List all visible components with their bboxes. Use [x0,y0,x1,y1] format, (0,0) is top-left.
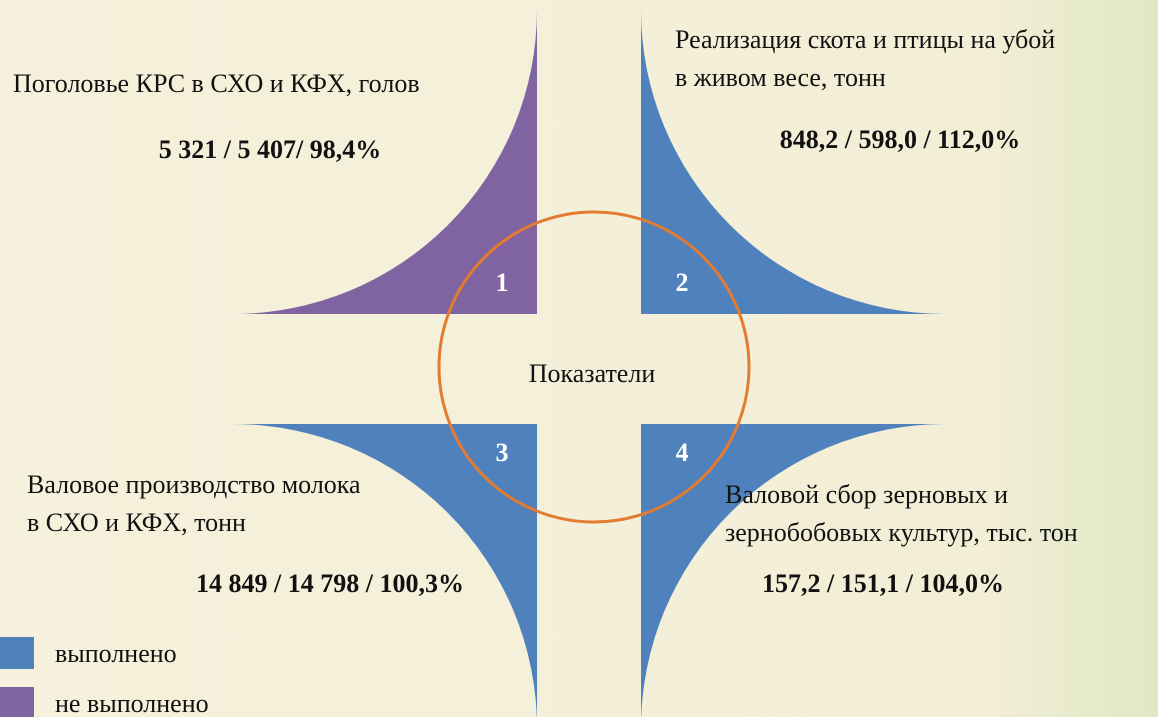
quadrant-number: 4 [676,438,689,467]
quadrant [233,10,537,314]
quadrant-values: 5 321 / 5 407/ 98,4% [159,135,381,164]
quadrant-values: 157,2 / 151,1 / 104,0% [762,569,1004,598]
legend-swatch [0,687,34,717]
quadrant [641,10,945,314]
quadrant-number: 3 [496,438,509,467]
quadrant [641,424,945,717]
legend-label: выполнено [55,639,177,668]
legend-swatch [0,637,34,669]
legend-label: не выполнено [55,689,209,717]
quadrant-title: Валовое производство молока [27,470,361,499]
quadrant-values: 14 849 / 14 798 / 100,3% [196,569,464,598]
quadrant-title: Валовой сбор зерновых и [725,480,1008,509]
center-circle [437,210,751,524]
quadrant-title: в живом весе, тонн [675,63,886,92]
quadrant-values: 848,2 / 598,0 / 112,0% [780,125,1021,154]
quadrant-title: зернобобовых культур, тыс. тон [725,518,1078,547]
quadrant-title: Поголовье КРС в СХО и КФХ, голов [13,69,420,98]
quadrant-title: Реализация скота и птицы на убой [675,25,1055,54]
quadrant-number: 1 [496,268,509,297]
quadrant [233,424,537,717]
quadrant-number: 2 [676,268,689,297]
center-label: Показатели [529,359,656,388]
quadrant-title: в СХО и КФХ, тонн [27,508,246,537]
